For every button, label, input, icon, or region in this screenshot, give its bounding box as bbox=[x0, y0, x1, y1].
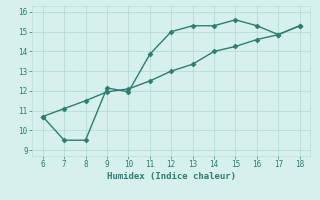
X-axis label: Humidex (Indice chaleur): Humidex (Indice chaleur) bbox=[107, 172, 236, 181]
